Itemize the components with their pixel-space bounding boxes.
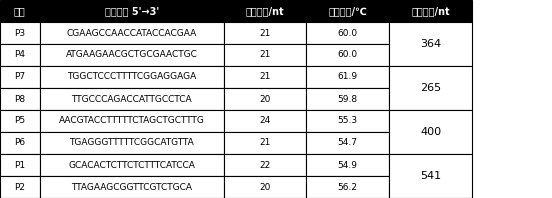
Bar: [0, 66, 40, 88]
Bar: [0, 44, 40, 66]
Text: P3: P3: [14, 29, 25, 37]
Text: 引物长度/nt: 引物长度/nt: [246, 6, 284, 16]
Bar: [306, 0, 389, 22]
Bar: [306, 176, 389, 198]
Bar: [389, 66, 472, 110]
Bar: [0, 154, 40, 176]
Bar: [224, 110, 306, 132]
Text: 24: 24: [259, 116, 270, 126]
Bar: [40, 110, 224, 132]
Text: 21: 21: [259, 50, 270, 60]
Bar: [40, 88, 224, 110]
Bar: [40, 66, 224, 88]
Bar: [40, 154, 224, 176]
Bar: [224, 88, 306, 110]
Text: ATGAAGAACGCTGCGAACTGC: ATGAAGAACGCTGCGAACTGC: [66, 50, 198, 60]
Bar: [224, 44, 306, 66]
Text: 引物序列 5'→3': 引物序列 5'→3': [104, 6, 159, 16]
Text: TGGCTCCCTTTTCGGAGGAGA: TGGCTCCCTTTTCGGAGGAGA: [67, 72, 197, 82]
Text: 54.7: 54.7: [338, 138, 358, 148]
Text: 21: 21: [259, 138, 270, 148]
Text: P6: P6: [14, 138, 25, 148]
Text: 400: 400: [420, 127, 441, 137]
Bar: [40, 176, 224, 198]
Text: 20: 20: [259, 94, 270, 104]
Bar: [0, 176, 40, 198]
Text: 54.9: 54.9: [338, 161, 358, 169]
Text: 59.8: 59.8: [338, 94, 358, 104]
Bar: [40, 22, 224, 44]
Text: 265: 265: [420, 83, 441, 93]
Text: 60.0: 60.0: [338, 29, 358, 37]
Bar: [224, 154, 306, 176]
Text: 55.3: 55.3: [338, 116, 358, 126]
Bar: [0, 110, 40, 132]
Text: P4: P4: [14, 50, 25, 60]
Text: P1: P1: [14, 161, 25, 169]
Bar: [0, 88, 40, 110]
Bar: [40, 0, 224, 22]
Text: 22: 22: [259, 161, 270, 169]
Bar: [389, 154, 472, 198]
Bar: [224, 22, 306, 44]
Text: P8: P8: [14, 94, 25, 104]
Bar: [389, 22, 472, 66]
Bar: [306, 22, 389, 44]
Text: CGAAGCCAACCATACCACGAA: CGAAGCCAACCATACCACGAA: [67, 29, 197, 37]
Text: P5: P5: [14, 116, 25, 126]
Bar: [306, 66, 389, 88]
Bar: [306, 132, 389, 154]
Text: 产物长度/nt: 产物长度/nt: [411, 6, 450, 16]
Bar: [306, 110, 389, 132]
Bar: [224, 132, 306, 154]
Text: TTAGAAGCGGTTCGTCTGCA: TTAGAAGCGGTTCGTCTGCA: [71, 183, 192, 191]
Text: 21: 21: [259, 29, 270, 37]
Bar: [0, 22, 40, 44]
Bar: [389, 0, 472, 22]
Bar: [389, 110, 472, 154]
Text: 61.9: 61.9: [338, 72, 358, 82]
Text: TTGCCCAGACCATTGCCTCA: TTGCCCAGACCATTGCCTCA: [71, 94, 192, 104]
Text: 541: 541: [420, 171, 441, 181]
Bar: [224, 176, 306, 198]
Bar: [40, 132, 224, 154]
Bar: [306, 154, 389, 176]
Bar: [224, 66, 306, 88]
Text: 引物: 引物: [14, 6, 26, 16]
Bar: [0, 132, 40, 154]
Text: P2: P2: [14, 183, 25, 191]
Text: GCACACTCTTCTCTTTCATCCA: GCACACTCTTCTCTTTCATCCA: [68, 161, 195, 169]
Text: TGAGGGTTTTTCGGCATGTTA: TGAGGGTTTTTCGGCATGTTA: [70, 138, 194, 148]
Text: P7: P7: [14, 72, 25, 82]
Bar: [224, 0, 306, 22]
Bar: [40, 44, 224, 66]
Bar: [306, 44, 389, 66]
Text: 21: 21: [259, 72, 270, 82]
Text: 退火温度/℃: 退火温度/℃: [328, 6, 367, 16]
Bar: [306, 88, 389, 110]
Text: 60.0: 60.0: [338, 50, 358, 60]
Text: 20: 20: [259, 183, 270, 191]
Text: 56.2: 56.2: [338, 183, 358, 191]
Text: AACGTACCTTTTTCTAGCTGCTTTG: AACGTACCTTTTTCTAGCTGCTTTG: [59, 116, 205, 126]
Bar: [0, 0, 40, 22]
Text: 364: 364: [420, 39, 441, 49]
